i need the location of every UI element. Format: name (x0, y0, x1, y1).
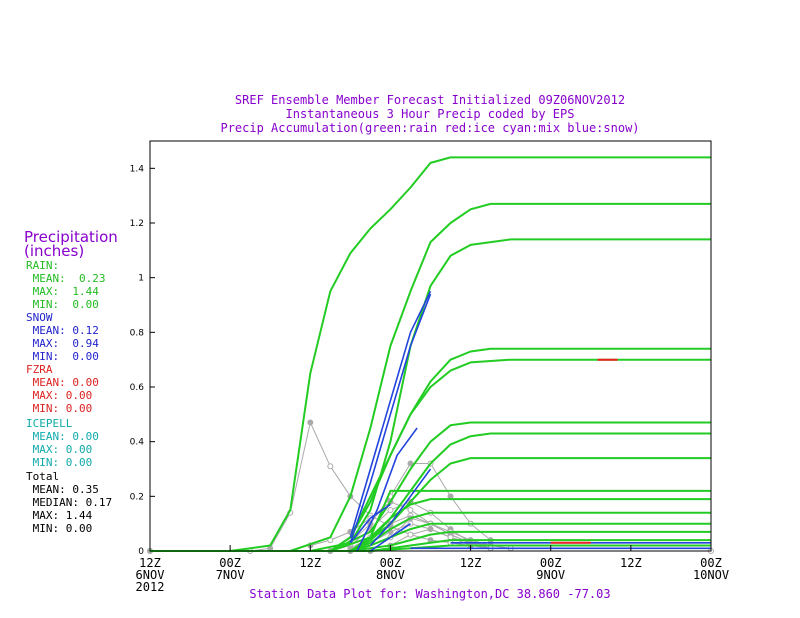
rain-series-line (150, 358, 711, 552)
total-series-line-point (327, 463, 334, 470)
rain-series-line (150, 457, 711, 552)
snow-series-line (349, 290, 432, 538)
total-series-line-point (407, 531, 414, 538)
y-tick-label: 0 (138, 547, 144, 557)
chart-title-line1: SREF Ensemble Member Forecast Initialize… (234, 93, 626, 107)
sidebar-title-line1: Precipitation (24, 228, 118, 246)
plot-frame (149, 140, 712, 552)
total-series-line-point (307, 419, 314, 426)
total-series-line-point (447, 493, 454, 500)
chart-title-line3: Precip Accumulation(green:rain red:ice c… (220, 121, 640, 135)
x-tick-label: 12Z (299, 556, 321, 570)
icepell-stats: ICEPELL MEAN: 0.00 MAX: 0.00 MIN: 0.00 (26, 417, 99, 469)
total-series-line-point (427, 526, 434, 533)
rain-series-line (150, 202, 711, 552)
y-tick-label: 1.2 (130, 219, 144, 229)
icepell-mean: MEAN: 0.00 (26, 430, 99, 443)
total-stats: Total MEAN: 0.35 MEDIAN: 0.17 MAX: 1.44 … (26, 470, 112, 535)
snow-series-line (369, 523, 411, 552)
total-median: MEDIAN: 0.17 (26, 496, 113, 509)
y-tick-label: 0.2 (130, 492, 144, 502)
fzra-max: MAX: 0.00 (26, 389, 93, 402)
snow-label: SNOW (26, 311, 53, 324)
station-footer: Station Data Plot for: Washington,DC 38.… (249, 587, 611, 601)
total-min: MIN: 0.00 (26, 522, 93, 535)
x-tick-label: 00Z (700, 556, 722, 570)
x-tick-label: 2012 (136, 580, 165, 594)
rain-series-line (150, 421, 711, 552)
y-tick-label: 1.4 (130, 164, 145, 174)
x-tick-label: 12Z (620, 556, 642, 570)
snow-series-line (369, 468, 432, 547)
sidebar-title-line2: (inches) (24, 242, 85, 260)
rain-max: MAX: 1.44 (26, 285, 99, 298)
x-tick-label: 00Z (540, 556, 562, 570)
y-tick-label: 0.8 (130, 328, 145, 338)
x-tick-label: 10NOV (693, 568, 729, 582)
x-tick-label: 12Z (139, 556, 161, 570)
ice-series-group (550, 358, 618, 544)
total-series-line-point (387, 507, 394, 513)
x-tick-label: 7NOV (216, 568, 245, 582)
x-tick-label: 8NOV (376, 568, 405, 582)
y-tick-label: 0.4 (130, 438, 145, 448)
rain-series-line (150, 432, 711, 552)
x-tick-label: 12Z (460, 556, 482, 570)
total-label: Total (26, 470, 60, 483)
snow-mean: MEAN: 0.12 (26, 324, 99, 337)
icepell-label: ICEPELL (26, 417, 73, 430)
y-tick-label: 0.6 (130, 383, 145, 393)
total-mean: MEAN: 0.35 (26, 483, 99, 496)
y-tick-label: 1 (138, 274, 144, 284)
fzra-label: FZRA (26, 363, 53, 376)
rain-label: RAIN: (26, 259, 60, 272)
rain-stats: RAIN: MEAN: 0.23 MAX: 1.44 MIN: 0.00 (26, 259, 105, 311)
total-series-line-point (407, 460, 414, 467)
snow-series-line (349, 293, 432, 544)
rain-series-line (150, 238, 711, 552)
snow-series-line (349, 503, 391, 544)
snow-stats: SNOW MEAN: 0.12 MAX: 0.94 MIN: 0.00 (26, 311, 99, 363)
fzra-min: MIN: 0.00 (26, 402, 93, 415)
snow-series-line (356, 427, 418, 552)
total-series-line-point (447, 534, 454, 541)
icepell-max: MAX: 0.00 (26, 443, 93, 456)
x-tick-label: 9NOV (536, 568, 565, 582)
fzra-stats: FZRA MEAN: 0.00 MAX: 0.00 MIN: 0.00 (26, 363, 99, 415)
rain-series-line (150, 156, 711, 552)
snow-min: MIN: 0.00 (26, 350, 99, 363)
total-series-group (147, 419, 714, 554)
rain-series-line (150, 347, 711, 552)
total-series-line-point (407, 507, 414, 513)
rain-min: MIN: 0.00 (26, 298, 99, 311)
icepell-min: MIN: 0.00 (26, 456, 93, 469)
rain-series-group (150, 156, 711, 552)
y-axis: 0 0.2 0.4 0.6 0.8 1 1.2 1.4 (130, 164, 155, 557)
x-tick-label: 00Z (380, 556, 402, 570)
x-tick-label: 00Z (219, 556, 241, 570)
sidebar-title: Precipitation (inches) (24, 228, 118, 260)
total-max: MAX: 1.44 (26, 509, 93, 522)
snow-max: MAX: 0.94 (26, 337, 99, 350)
fzra-mean: MEAN: 0.00 (26, 376, 99, 389)
total-series-line (150, 422, 491, 552)
rain-mean: MEAN: 0.23 (26, 272, 106, 285)
chart-title-line2: Instantaneous 3 Hour Precip coded by EPS (285, 107, 575, 121)
x-tick-label: 6NOV (136, 568, 165, 582)
